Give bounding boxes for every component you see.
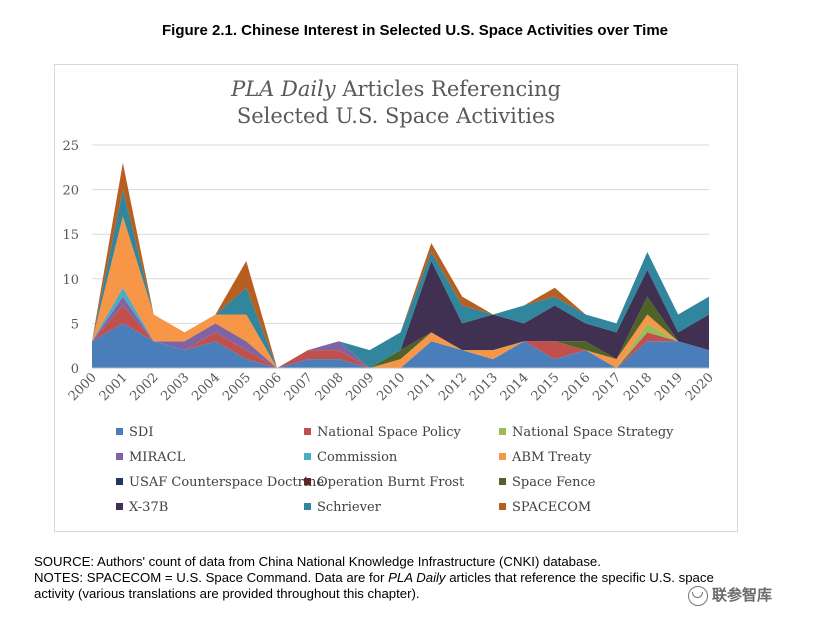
x-tick-label: 2002 <box>128 370 162 404</box>
x-tick-label: 2006 <box>251 370 285 404</box>
x-tick-label: 2003 <box>158 370 192 404</box>
area-miracl <box>92 296 709 368</box>
y-axis: 0 5 10 15 20 25 <box>62 139 79 377</box>
x-tick-label: 2014 <box>498 370 532 404</box>
legend-label: National Space Policy <box>317 425 461 440</box>
y-tick-label: 20 <box>62 184 79 199</box>
x-tick-label: 2018 <box>621 370 655 404</box>
x-tick-label: 2019 <box>652 370 686 404</box>
legend-label: Operation Burnt Frost <box>317 475 465 490</box>
legend-swatch <box>304 503 311 510</box>
legend-label: National Space Strategy <box>512 425 674 440</box>
area-abm-treaty <box>92 216 709 368</box>
x-tick-label: 2009 <box>343 370 377 404</box>
legend-swatch <box>304 428 311 435</box>
notes-prefix: NOTES: SPACECOM = U.S. Space Command. Da… <box>34 570 389 585</box>
legend-swatch <box>116 453 123 460</box>
legend-label: USAF Counterspace Doctrine <box>129 475 325 490</box>
legend-swatch <box>304 453 311 460</box>
y-tick-label: 15 <box>62 228 79 243</box>
legend-label: Commission <box>317 450 398 465</box>
legend-item: SDI <box>116 424 153 442</box>
watermark: 联参智库 <box>688 584 808 610</box>
x-tick-label: 2010 <box>374 370 408 404</box>
legend-label: MIRACL <box>129 450 186 465</box>
legend-item: X-37B <box>116 499 168 517</box>
x-tick-label: 2020 <box>683 370 717 404</box>
x-tick-label: 2001 <box>97 370 131 404</box>
figure-title: Figure 2.1. Chinese Interest in Selected… <box>161 22 669 39</box>
legend-swatch <box>499 428 506 435</box>
notes-line1: NOTES: SPACECOM = U.S. Space Command. Da… <box>34 570 814 586</box>
watermark-text: 联参智库 <box>712 586 773 604</box>
x-tick-label: 2013 <box>467 370 501 404</box>
legend-item: Commission <box>304 449 397 467</box>
legend-item: National Space Policy <box>304 424 461 442</box>
legend-swatch <box>499 503 506 510</box>
legend-item: USAF Counterspace Doctrine <box>116 474 324 492</box>
x-tick-label: 2004 <box>189 370 223 404</box>
legend-swatch <box>116 478 123 485</box>
legend-label: SDI <box>129 425 154 440</box>
chart-frame <box>54 64 738 532</box>
x-tick-label: 2015 <box>529 370 563 404</box>
notes-suffix: articles that reference the specific U.S… <box>445 570 714 585</box>
chart-title-rest: Articles Referencing <box>335 77 561 101</box>
legend-label: Schriever <box>317 500 381 515</box>
chart-title-italic: PLA Daily <box>231 77 336 101</box>
legend-label: Space Fence <box>512 475 596 490</box>
area-sdi <box>92 323 709 368</box>
area-national-space-policy <box>92 305 709 368</box>
legend-item: Operation Burnt Frost <box>304 474 464 492</box>
x-tick-label: 2016 <box>559 370 593 404</box>
legend-label: X-37B <box>129 500 169 515</box>
x-tick-labels: 2000200120022003200420052006200720082009… <box>66 370 717 404</box>
notes-pla: PLA Daily <box>388 570 446 585</box>
legend-swatch <box>116 503 123 510</box>
legend-label: ABM Treaty <box>512 450 592 465</box>
x-tick-label: 2012 <box>436 370 470 404</box>
legend-item: ABM Treaty <box>499 449 591 467</box>
notes-line2: activity (various translations are provi… <box>34 586 420 601</box>
y-tick-label: 0 <box>71 362 79 377</box>
legend-item: SPACECOM <box>499 499 591 517</box>
y-tick-label: 25 <box>62 139 79 154</box>
legend-item: MIRACL <box>116 449 185 467</box>
x-tick-label: 2017 <box>590 370 624 404</box>
x-tick-label: 2011 <box>405 370 439 404</box>
legend-item: National Space Strategy <box>499 424 674 442</box>
legend-item: Schriever <box>304 499 381 517</box>
area-series <box>92 162 709 368</box>
legend-swatch <box>304 478 311 485</box>
chart-title-line2: Selected U.S. Space Activities <box>236 104 556 128</box>
legend-swatch <box>116 428 123 435</box>
x-tick-label: 2008 <box>313 370 347 404</box>
y-tick-label: 5 <box>71 317 79 332</box>
y-tick-label: 10 <box>62 273 79 288</box>
source-note: SOURCE: Authors' count of data from Chin… <box>34 554 601 569</box>
x-tick-label: 2005 <box>220 370 254 404</box>
legend-label: SPACECOM <box>512 500 592 515</box>
legend-item: Space Fence <box>499 474 595 492</box>
wechat-logo-icon <box>688 585 708 606</box>
legend-swatch <box>499 453 506 460</box>
gridlines <box>92 144 709 324</box>
legend-swatch <box>499 478 506 485</box>
x-tick-label: 2007 <box>282 370 316 404</box>
notes-block: SOURCE: Authors' count of data from Chin… <box>34 554 814 602</box>
chart-title: PLA Daily Articles Referencing Selected … <box>54 76 738 130</box>
area-x-37b <box>92 216 709 368</box>
